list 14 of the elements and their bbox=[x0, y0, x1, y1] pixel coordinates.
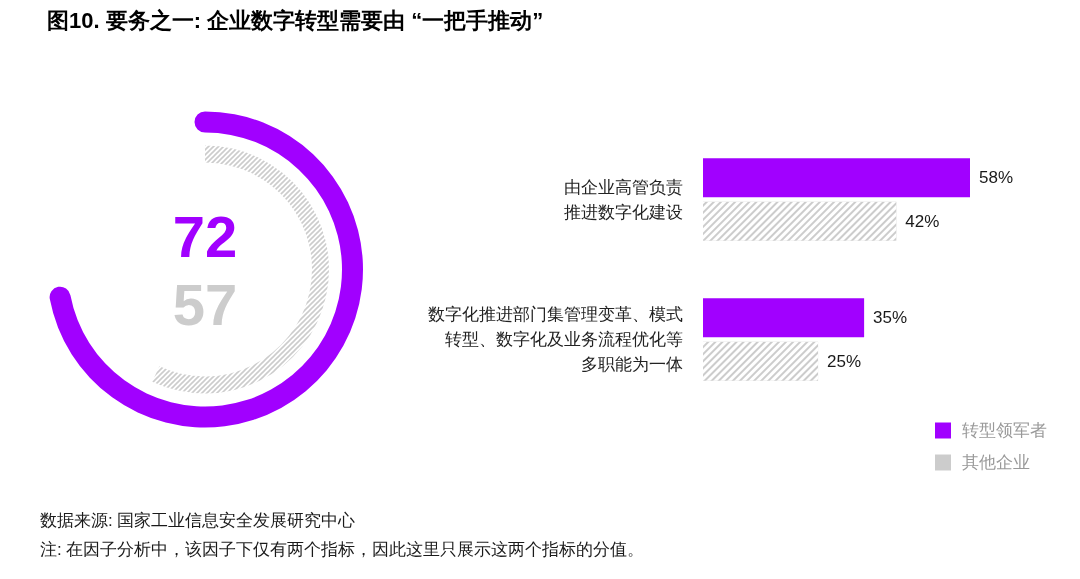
bar bbox=[703, 298, 865, 338]
bar bbox=[703, 158, 970, 198]
text: 注: 在因子分析中，该因子下仅有两个指标，因此这里只展示这两个指标的分值。 bbox=[40, 539, 645, 561]
y-tick-label: 数字化推进部门集管理变革、模式转型、数字化及业务流程优化等多职能为一体 bbox=[428, 305, 683, 374]
y-tick-label: 由企业高管负责推进数字化建设 bbox=[564, 177, 683, 222]
data-label: 72 bbox=[172, 204, 238, 269]
source-note: 数据来源: 国家工业信息安全发展研究中心 bbox=[40, 510, 356, 532]
text: 图10. 要务之一: 企业数字转型需要由 “一把手推动” bbox=[47, 7, 544, 34]
data-label: 35% bbox=[873, 308, 908, 328]
legend-label: 其他企业 bbox=[962, 453, 1030, 472]
data-label: 58% bbox=[979, 168, 1014, 188]
data-label: 25% bbox=[827, 351, 862, 371]
legend-label: 转型领军者 bbox=[962, 421, 1047, 440]
data-label: 42% bbox=[905, 211, 940, 231]
